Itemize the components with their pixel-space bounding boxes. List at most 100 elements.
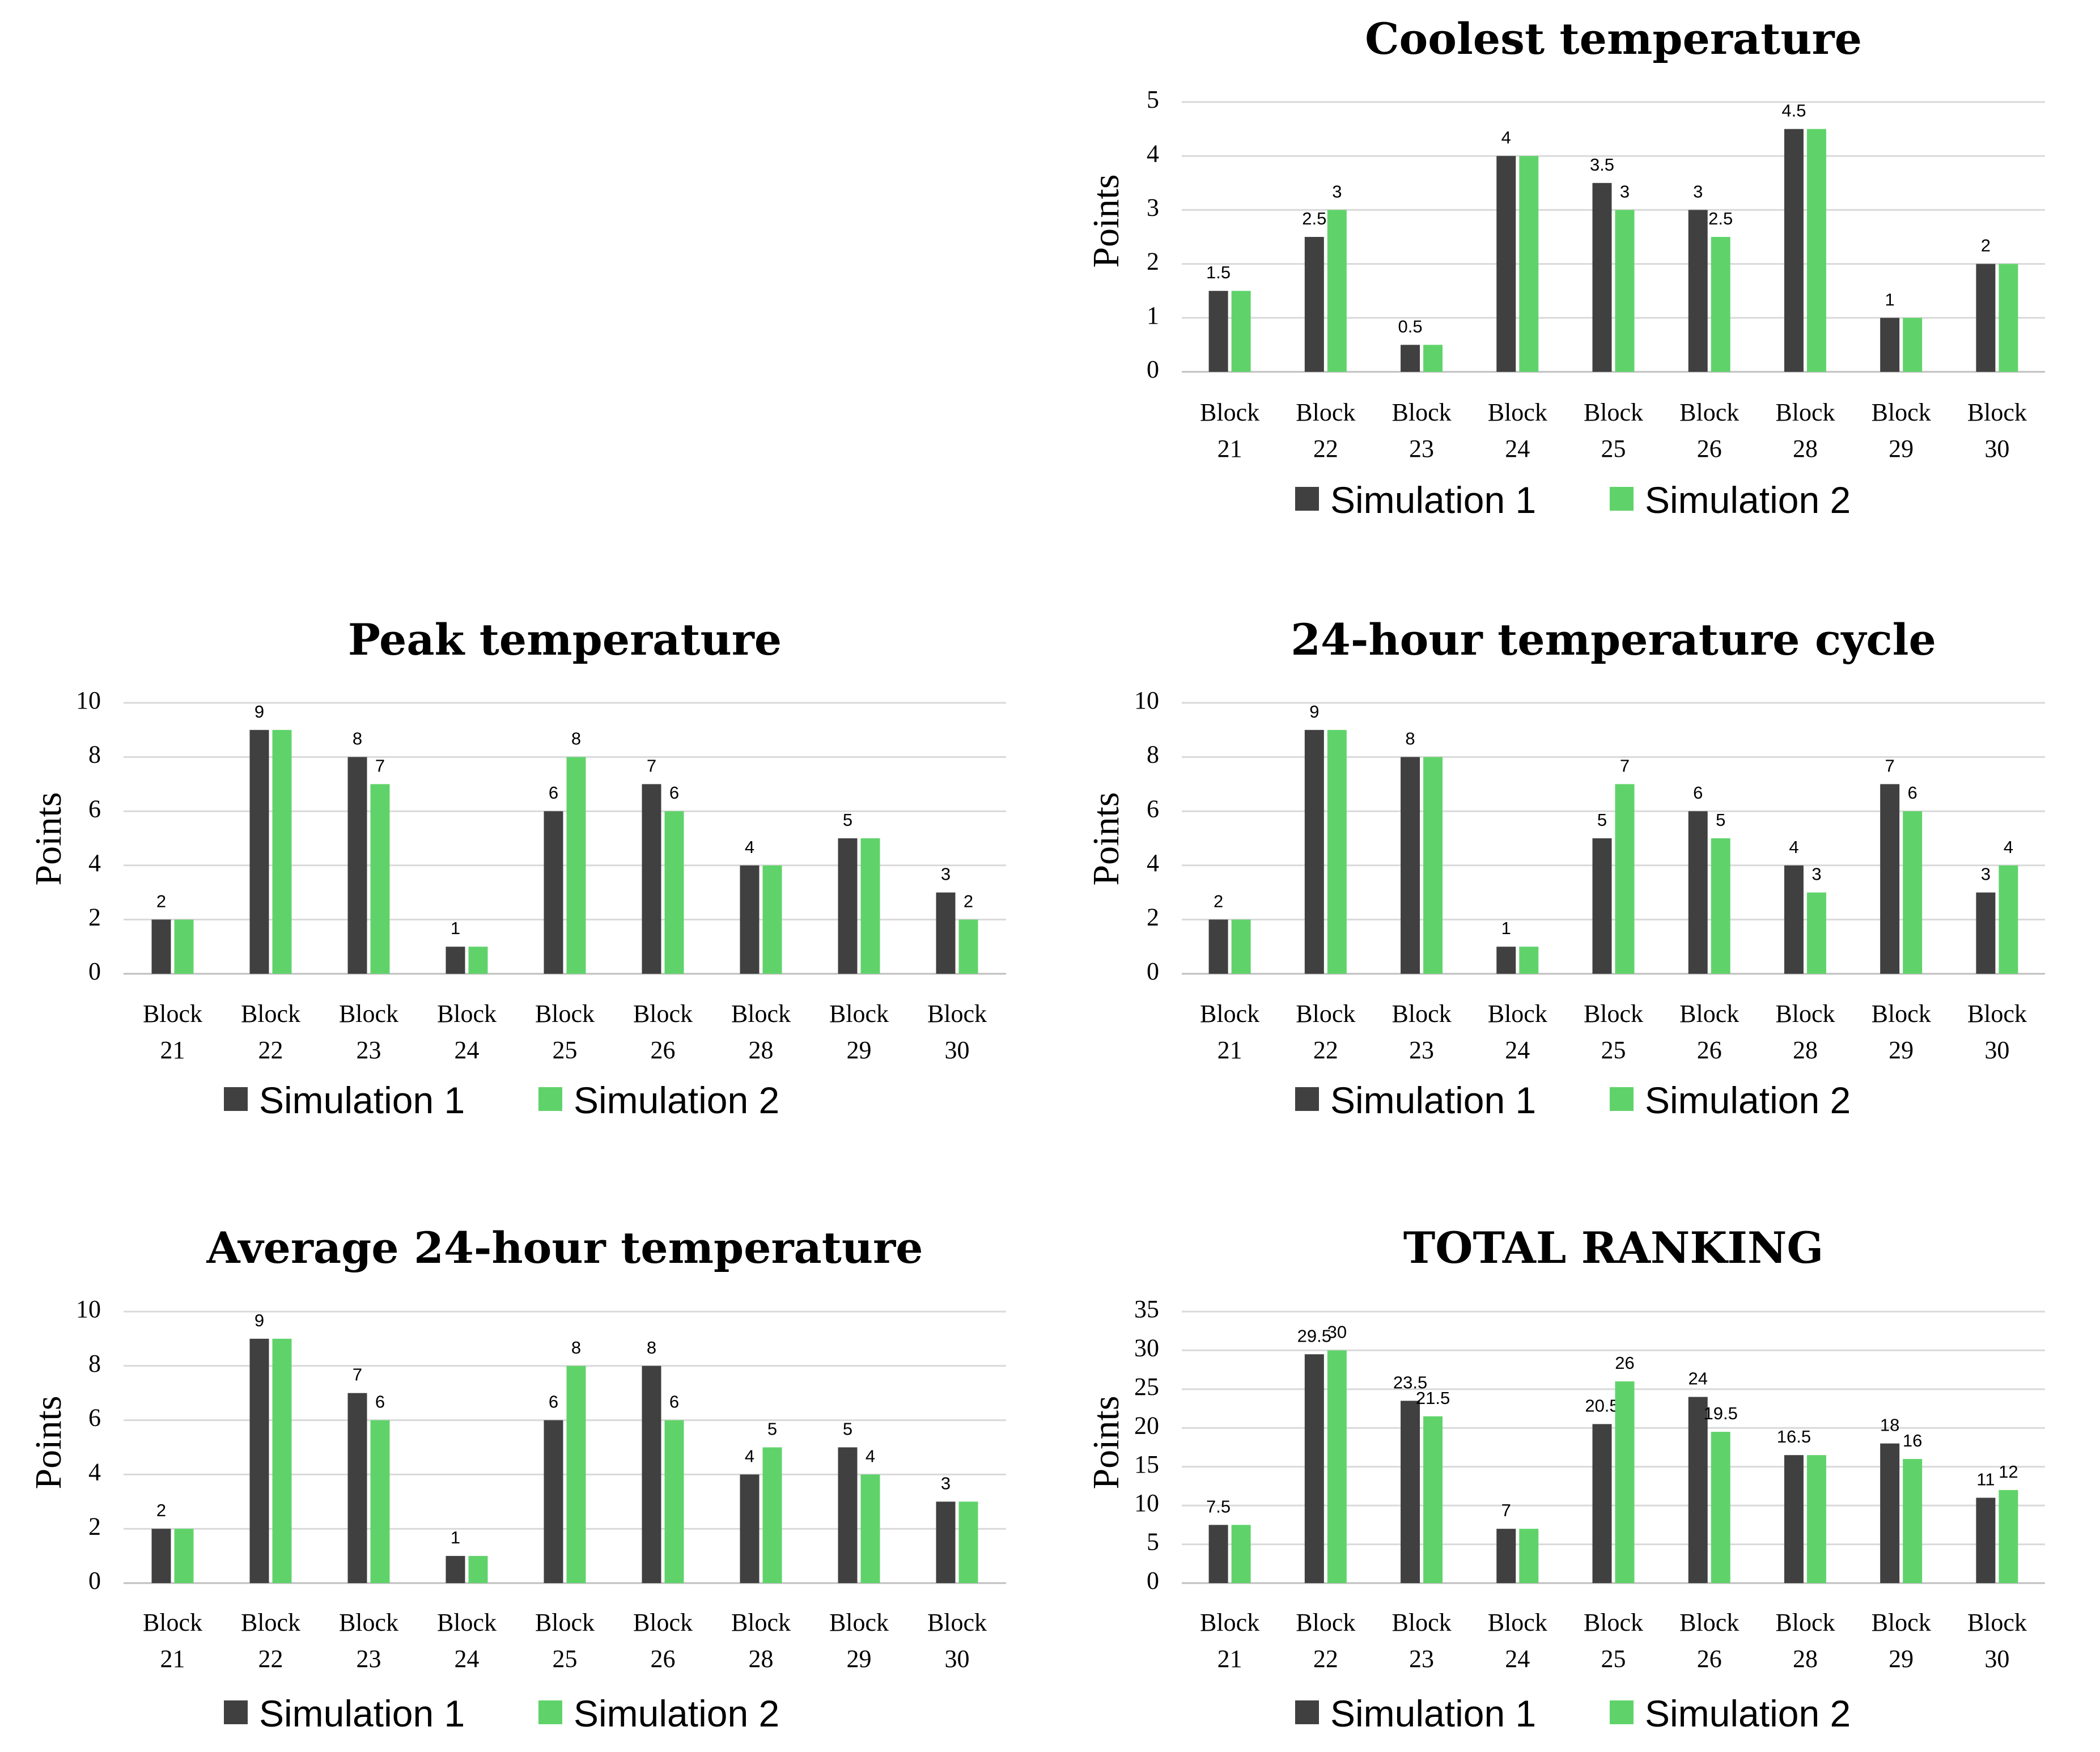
x-tick-label: Block — [1967, 1609, 2027, 1636]
data-label: 7 — [1885, 756, 1895, 775]
x-tick-label-number: 26 — [1697, 1036, 1722, 1064]
bar-simulation-2 — [1999, 1490, 2018, 1583]
data-label: 5 — [1597, 810, 1607, 830]
y-tick-label: 25 — [1134, 1373, 1159, 1401]
data-label: 0.5 — [1398, 316, 1423, 336]
x-tick-label-number: 30 — [1984, 435, 2009, 463]
x-tick-label: Block — [1872, 398, 1931, 426]
bar-simulation-1 — [1401, 757, 1420, 974]
x-tick-label-number: 23 — [357, 1036, 381, 1064]
x-tick-label: Block — [1679, 1000, 1739, 1028]
legend-label: Simulation 2 — [1645, 1079, 1851, 1121]
bar-simulation-1 — [1304, 237, 1324, 372]
x-tick-label: Block — [437, 1000, 497, 1028]
y-axis-label: Points — [1085, 792, 1127, 885]
data-label: 1 — [1885, 290, 1895, 309]
data-label: 9 — [254, 1310, 264, 1330]
bar-simulation-2 — [468, 1556, 488, 1583]
x-tick-label: Block — [829, 1000, 889, 1028]
bar-simulation-1 — [1976, 892, 1996, 974]
x-tick-label-number: 21 — [1217, 435, 1242, 463]
legend-label: Simulation 2 — [1645, 479, 1851, 521]
x-tick-label: Block — [535, 1609, 595, 1636]
x-tick-label-number: 24 — [1505, 1036, 1530, 1064]
x-tick-label: Block — [1679, 1609, 1739, 1636]
legend-swatch-simulation-2 — [1610, 1700, 1634, 1724]
data-label: 1 — [451, 918, 460, 938]
x-tick-label: Block — [1392, 1000, 1452, 1028]
legend-swatch-simulation-1 — [224, 1087, 248, 1111]
x-tick-label: Block — [633, 1000, 693, 1028]
y-tick-label: 2 — [88, 1512, 101, 1540]
x-tick-label: Block — [241, 1000, 300, 1028]
data-label: 6 — [669, 1392, 679, 1412]
bar-simulation-2 — [566, 757, 586, 974]
bar-simulation-2 — [1231, 291, 1251, 372]
bar-simulation-2 — [1999, 865, 2018, 974]
x-tick-label-number: 28 — [1793, 1036, 1818, 1064]
bar-simulation-1 — [151, 1529, 171, 1583]
x-tick-label-number: 25 — [553, 1645, 578, 1673]
bar-simulation-1 — [1976, 1498, 1996, 1583]
x-tick-label: Block — [1296, 1000, 1355, 1028]
data-label: 9 — [254, 702, 264, 722]
data-label: 3 — [941, 864, 951, 884]
bar-simulation-2 — [860, 838, 880, 974]
y-axis-label: Points — [1085, 174, 1127, 268]
data-label: 5 — [843, 1419, 852, 1439]
data-label: 8 — [571, 1338, 581, 1358]
bar-simulation-2 — [272, 729, 292, 974]
data-label: 2 — [1981, 236, 1991, 256]
bar-simulation-2 — [860, 1474, 880, 1583]
bar-simulation-2 — [762, 1447, 782, 1583]
x-tick-label: Block — [829, 1609, 889, 1636]
data-label: 2 — [1214, 891, 1223, 911]
bar-simulation-2 — [1327, 729, 1347, 974]
legend-label: Simulation 1 — [1330, 479, 1536, 521]
data-label: 2.5 — [1708, 209, 1733, 228]
y-tick-label: 10 — [76, 686, 101, 714]
legend: Simulation 1 Simulation 2 — [224, 1692, 779, 1734]
data-label: 20.5 — [1585, 1395, 1619, 1415]
chart-title: TOTAL RANKING — [1403, 1223, 1824, 1273]
x-tick-label-number: 22 — [258, 1036, 283, 1064]
bar-simulation-2 — [174, 919, 194, 974]
bar-simulation-1 — [740, 1474, 760, 1583]
bar-simulation-2 — [1806, 892, 1826, 974]
x-tick-label: Block — [1584, 1000, 1643, 1028]
data-label: 5 — [843, 810, 852, 830]
x-tick-label: Block — [1200, 398, 1259, 426]
y-tick-label: 4 — [1147, 849, 1159, 877]
bar-simulation-1 — [1784, 1455, 1804, 1583]
x-tick-label-number: 30 — [1984, 1036, 2009, 1064]
bar-simulation-2 — [1806, 1455, 1826, 1583]
data-label: 6 — [549, 783, 558, 803]
bar-simulation-1 — [1592, 1424, 1612, 1583]
y-tick-label: 2 — [88, 903, 101, 931]
data-label: 2 — [964, 891, 973, 911]
legend-swatch-simulation-1 — [1295, 1087, 1319, 1111]
x-tick-label: Block — [1200, 1000, 1259, 1028]
data-label: 2.5 — [1302, 209, 1326, 228]
legend: Simulation 1 Simulation 2 — [1295, 479, 1851, 521]
x-tick-label: Block — [1392, 1609, 1452, 1636]
x-tick-label-number: 25 — [1601, 435, 1626, 463]
data-label: 8 — [647, 1338, 656, 1358]
legend-label: Simulation 2 — [1645, 1692, 1851, 1734]
x-tick-label: Block — [927, 1000, 987, 1028]
y-tick-label: 8 — [1147, 741, 1159, 769]
data-label: 3 — [1693, 181, 1703, 201]
data-label: 4 — [2004, 837, 2013, 857]
bar-simulation-2 — [272, 1338, 292, 1583]
bar-simulation-1 — [347, 1393, 367, 1583]
y-tick-label: 10 — [1134, 1489, 1159, 1517]
x-tick-label: Block — [535, 1000, 595, 1028]
bar-simulation-1 — [1688, 210, 1708, 372]
data-label: 18 — [1880, 1415, 1899, 1435]
bar-simulation-2 — [1327, 1350, 1347, 1583]
legend-swatch-simulation-2 — [1610, 487, 1634, 511]
x-tick-label-number: 29 — [1889, 435, 1914, 463]
data-label: 4 — [745, 837, 754, 857]
legend-label: Simulation 2 — [574, 1692, 779, 1734]
